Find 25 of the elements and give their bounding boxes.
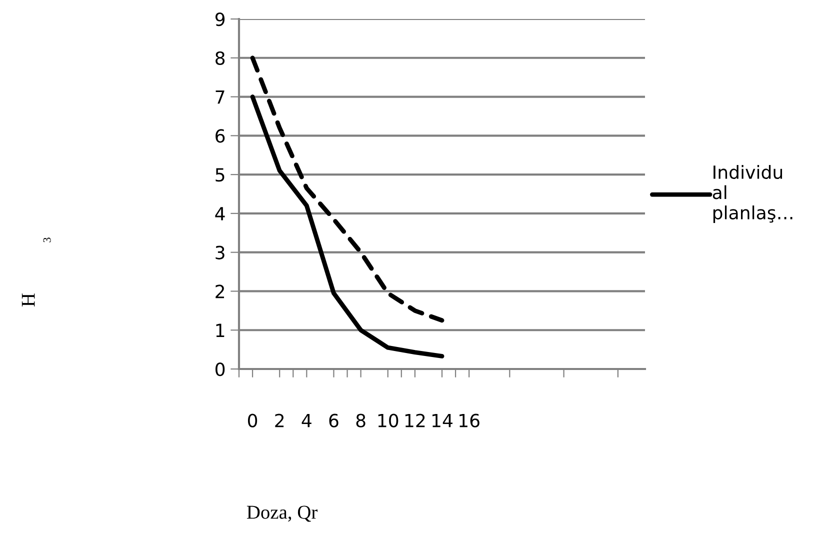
x-tick-label: 0 <box>248 414 258 428</box>
y-tick-label: 7 <box>216 90 224 104</box>
x-tick-label: 2 <box>275 414 284 428</box>
x-tick-label: 14 <box>432 414 452 428</box>
x-tick-label: 10 <box>378 414 398 428</box>
y-tick-label: 8 <box>216 51 225 66</box>
x-tick-label: 12 <box>405 414 425 428</box>
y-tick-label: 5 <box>216 168 224 182</box>
legend-label: Individu al planlaş… <box>712 165 792 223</box>
y-tick-label: 4 <box>215 207 225 220</box>
y-tick-label: 9 <box>215 12 225 26</box>
y-tick-label: 1 <box>216 324 224 337</box>
x-axis-title: Doza, Qr <box>246 506 318 522</box>
text: 3 <box>43 238 51 242</box>
line-series <box>250 56 444 323</box>
y-tick-label: 3 <box>216 246 224 260</box>
y-tick-label: 6 <box>216 129 225 143</box>
line-series <box>250 94 444 358</box>
y-tick-label: 0 <box>216 362 225 376</box>
x-tick-label: 6 <box>329 414 338 428</box>
x-tick-label: 8 <box>356 414 366 428</box>
text: H <box>22 294 35 306</box>
x-tick-label: 16 <box>460 414 480 428</box>
x-tick-label: 4 <box>302 414 312 428</box>
y-tick-label: 2 <box>216 284 224 298</box>
